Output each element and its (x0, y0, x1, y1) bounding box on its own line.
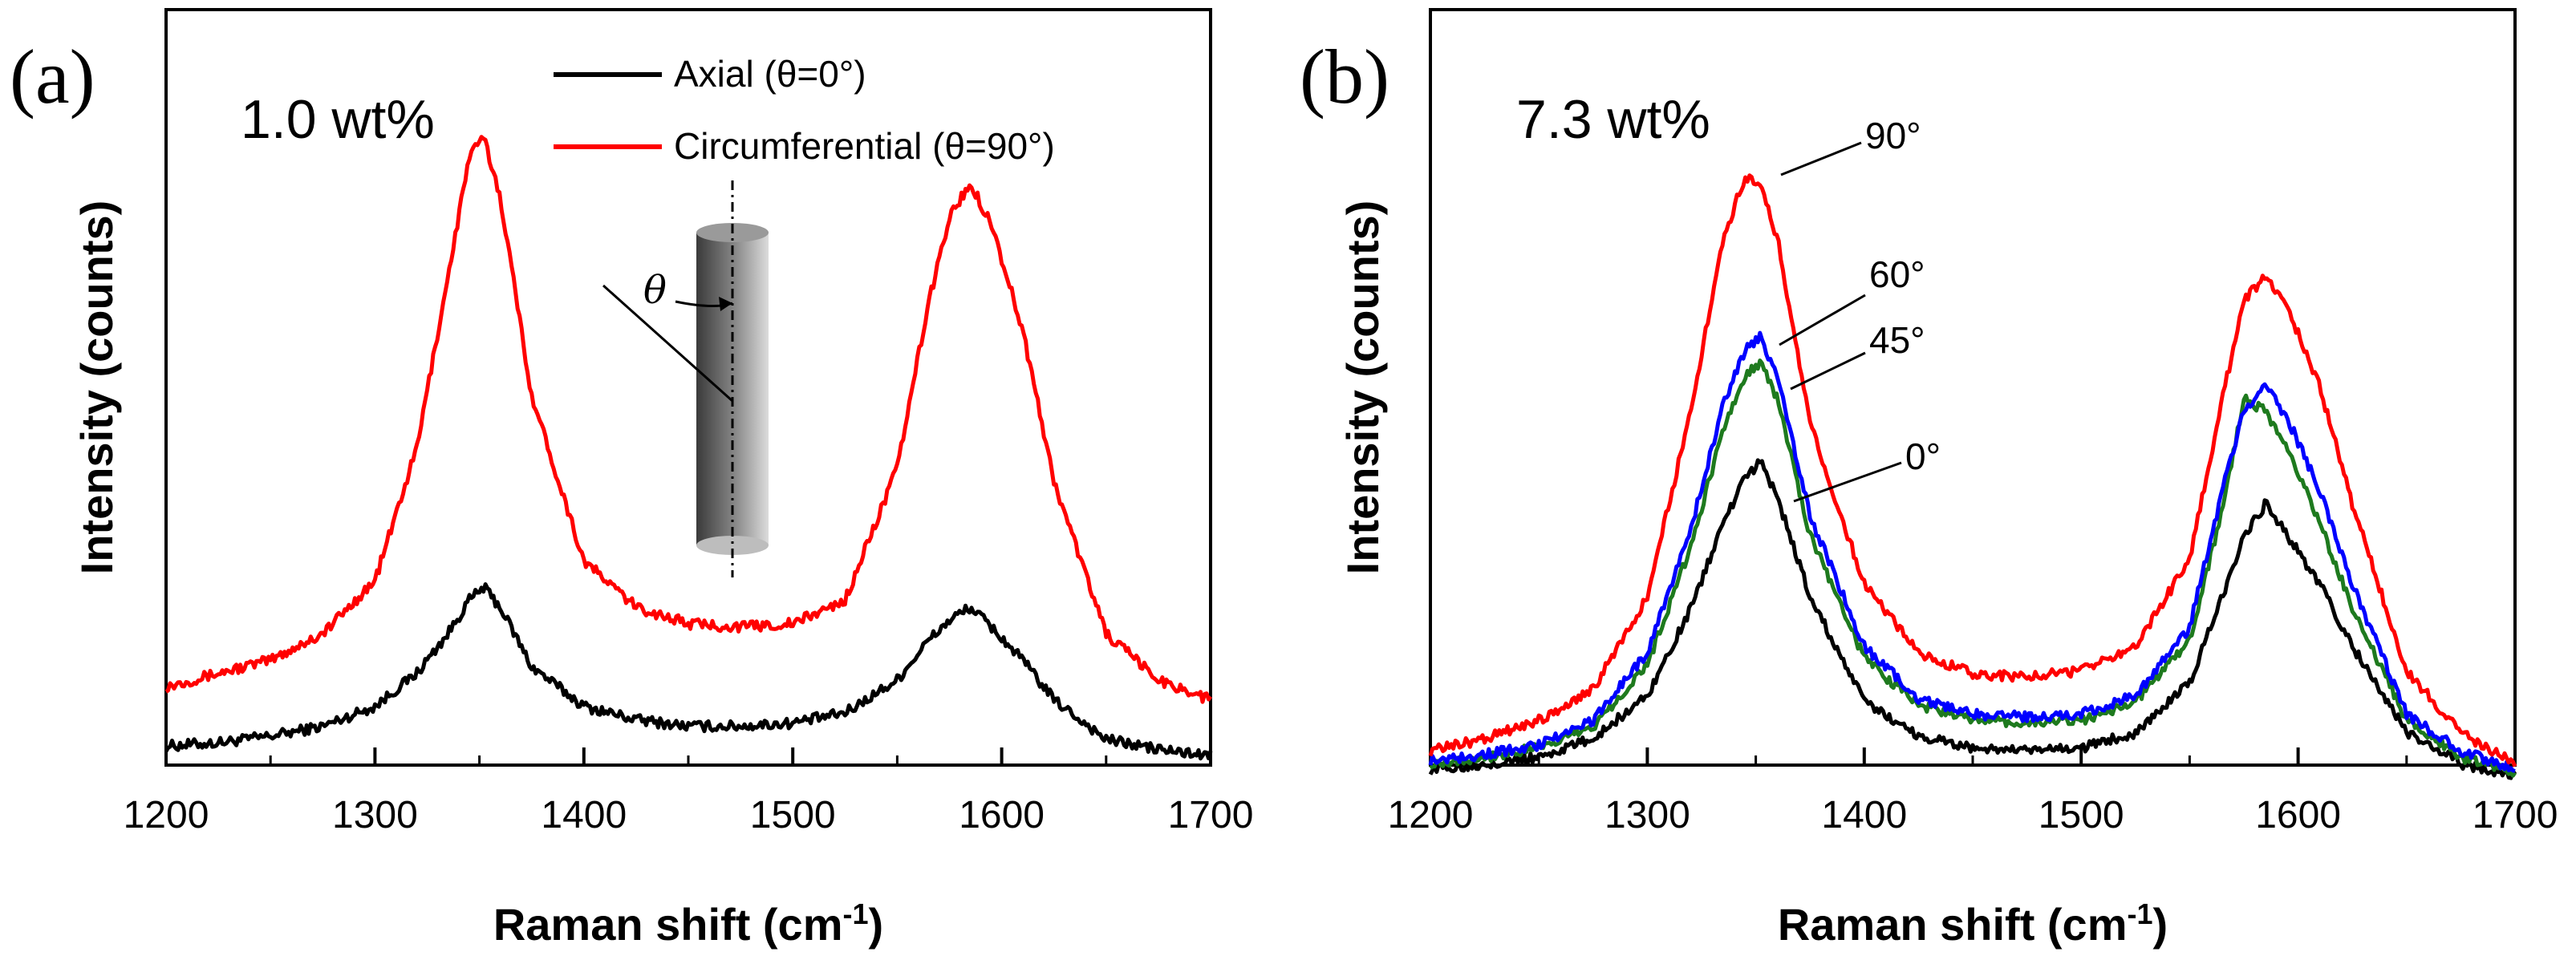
panel-a-xlabel: Raman shift (cm-1) (493, 897, 883, 950)
panel-a-label: (a) (10, 34, 95, 119)
panel-b-series-0 (1428, 458, 2517, 780)
angle-label-0: 0° (1905, 435, 1941, 477)
angle-label-90: 90° (1865, 115, 1921, 156)
panel-a-xtick-label-1200: 1200 (124, 794, 209, 836)
legend-label-circumferential: Circumferential (θ=90°) (674, 125, 1055, 167)
panel-a-xtick-label-1300: 1300 (332, 794, 418, 836)
panel-a-legend: Axial (θ=0°) Circumferential (θ=90°) (554, 53, 1055, 167)
cylinder-inset: θ (602, 180, 769, 577)
panel-a: (a) 1200 1300 1400 1500 1600 1700 1.0 wt% Axi… (10, 8, 1254, 950)
angle-leader-60 (1779, 294, 1866, 346)
panel-b-xtick-label-1200: 1200 (1388, 794, 1474, 836)
panel-b-xtick-label-1700: 1700 (2473, 794, 2558, 836)
panel-b: (b) 1200 1300 1400 1500 1600 1700 7.3 wt% 90°… (1300, 8, 2558, 950)
panel-a-ticks: 1200 1300 1400 1500 1600 1700 (124, 747, 1254, 836)
angle-leader-45 (1790, 351, 1866, 391)
panel-b-ticks: 1200 1300 1400 1500 1600 1700 (1388, 747, 2558, 836)
panel-a-concentration: 1.0 wt% (241, 89, 435, 150)
theta-arrowhead (719, 297, 732, 311)
angle-leader-90 (1780, 141, 1862, 176)
panel-b-series-1 (1429, 358, 2517, 778)
panel-b-xtick-label-1600: 1600 (2255, 794, 2341, 836)
theta-label: θ (643, 268, 667, 313)
panel-a-xtick-label-1700: 1700 (1168, 794, 1254, 836)
panel-b-curves (1428, 173, 2517, 780)
panel-b-xlabel: Raman shift (cm-1) (1778, 897, 2168, 950)
panel-b-xtick-label-1300: 1300 (1604, 794, 1690, 836)
panel-a-ylabel: Intensity (counts) (71, 200, 122, 575)
panel-b-series-2 (1428, 330, 2516, 773)
panel-b-angle-labels: 90° 60° 45° 0° (1779, 115, 1941, 503)
panel-b-xtick-label-1500: 1500 (2038, 794, 2124, 836)
legend-label-axial: Axial (θ=0°) (674, 53, 866, 95)
cylinder-bottom (696, 536, 769, 555)
angle-label-60: 60° (1869, 253, 1925, 295)
panel-b-xtick-label-1400: 1400 (1821, 794, 1907, 836)
panel-a-series-1 (164, 135, 1213, 704)
panel-b-series-3 (1428, 173, 2517, 768)
panel-a-series-0 (164, 582, 1213, 761)
theta-direction-line (602, 284, 733, 403)
panel-b-concentration: 7.3 wt% (1516, 89, 1710, 150)
panel-a-xtick-label-1400: 1400 (541, 794, 627, 836)
panel-a-xtick-label-1600: 1600 (959, 794, 1045, 836)
panel-a-xtick-label-1500: 1500 (750, 794, 836, 836)
panel-b-label: (b) (1300, 34, 1389, 119)
panel-b-ylabel: Intensity (counts) (1337, 200, 1388, 575)
panel-a-curves (164, 135, 1213, 761)
angle-leader-0 (1793, 461, 1902, 503)
angle-label-45: 45° (1869, 319, 1925, 361)
